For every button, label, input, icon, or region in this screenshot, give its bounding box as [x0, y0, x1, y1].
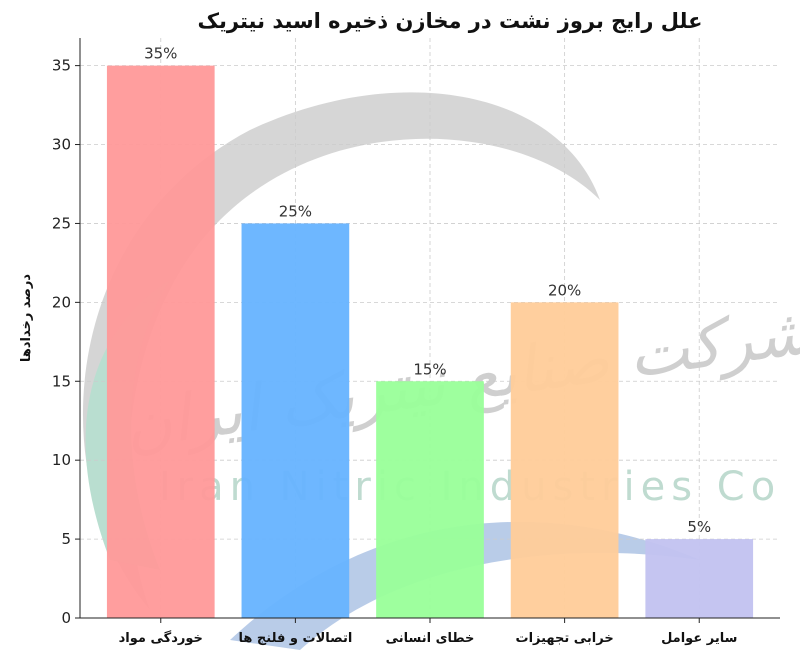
data-label: 20% — [548, 281, 581, 299]
y-axis-label: درصد رخدادها — [19, 274, 34, 362]
x-tick-label: خوردگی مواد — [119, 630, 203, 646]
data-label: 35% — [144, 45, 177, 63]
y-tick-label: 35 — [52, 57, 71, 75]
y-tick-label: 0 — [61, 609, 71, 627]
bar — [376, 381, 484, 618]
y-tick-label: 15 — [52, 372, 71, 390]
bar — [241, 223, 350, 618]
bar — [106, 65, 215, 619]
data-label: 25% — [279, 202, 312, 220]
bar — [645, 539, 754, 618]
chart-title: علل رایج بروز نشت در مخازن ذخیره اسید نی… — [198, 9, 703, 33]
x-tick-label: خرابی تجهیزات — [516, 631, 614, 646]
y-tick-label: 10 — [52, 451, 71, 469]
y-tick-label: 20 — [52, 293, 71, 311]
data-label: 5% — [687, 518, 711, 536]
y-tick-label: 30 — [52, 136, 71, 154]
x-tick-label: خطای انسانی — [386, 631, 475, 646]
bar — [510, 302, 619, 618]
y-tick-label: 25 — [52, 214, 71, 232]
x-tick-label: اتصالات و فلنج ها — [238, 631, 352, 646]
y-tick-label: 5 — [61, 530, 71, 548]
data-label: 15% — [413, 360, 446, 378]
x-tick-label: سایر عوامل — [661, 631, 737, 646]
